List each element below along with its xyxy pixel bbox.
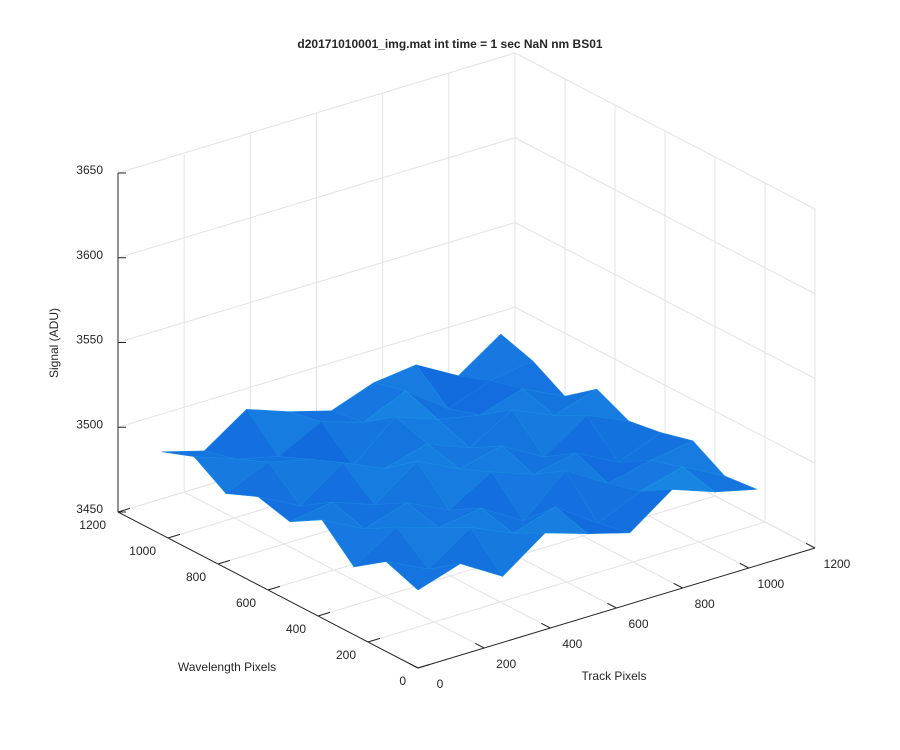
- z-tick-label: 3450: [76, 502, 103, 516]
- x-tick-label: 0: [437, 677, 444, 691]
- x-tick-label: 600: [628, 617, 648, 631]
- x-tick: [541, 622, 551, 629]
- y-tick-label: 600: [236, 596, 256, 610]
- x-tick: [474, 642, 485, 649]
- y-tick-label: 1200: [79, 518, 106, 532]
- y-tick-label: 0: [399, 674, 406, 688]
- x-tick: [408, 662, 419, 669]
- grid-line: [117, 222, 516, 343]
- surface-patch: [385, 561, 461, 591]
- y-tick: [167, 533, 181, 539]
- z-tick-label: 3650: [76, 163, 103, 177]
- y-tick: [367, 637, 381, 643]
- grid-line: [514, 306, 816, 464]
- x-tick-label: 800: [695, 597, 715, 611]
- x-tick-label: 1200: [824, 557, 851, 571]
- grid-line: [514, 52, 816, 210]
- grid-line: [117, 52, 516, 174]
- z-tick-label: 3600: [76, 248, 103, 262]
- grid-line: [367, 521, 766, 643]
- y-tick-label: 1000: [129, 544, 156, 558]
- y-tick: [317, 611, 331, 617]
- x-tick: [673, 582, 683, 589]
- grid-line: [117, 137, 516, 259]
- y-tick-label: 400: [286, 622, 306, 636]
- z-tick-label: 3500: [76, 417, 103, 431]
- chart-title: d20171010001_img.mat int time = 1 sec Na…: [297, 37, 602, 51]
- z-axis-label: Signal (ADU): [47, 308, 61, 378]
- y-tick: [417, 663, 431, 669]
- grid-line: [514, 137, 816, 295]
- y-tick-label: 800: [186, 570, 206, 584]
- y-tick: [117, 507, 131, 513]
- x-tick: [607, 602, 617, 609]
- x-tick-label: 400: [562, 637, 582, 651]
- y-tick: [217, 559, 231, 565]
- y-axis-label: Wavelength Pixels: [178, 660, 276, 674]
- x-tick: [805, 542, 816, 549]
- x-tick-label: 200: [496, 657, 516, 671]
- z-tick-label: 3550: [76, 333, 103, 347]
- y-tick: [267, 585, 281, 591]
- x-tick-label: 1000: [757, 577, 784, 591]
- x-axis-label: Track Pixels: [582, 669, 647, 683]
- grid-line: [514, 222, 816, 379]
- x-tick: [739, 562, 750, 569]
- grid-line: [117, 306, 516, 428]
- y-tick-label: 200: [336, 648, 356, 662]
